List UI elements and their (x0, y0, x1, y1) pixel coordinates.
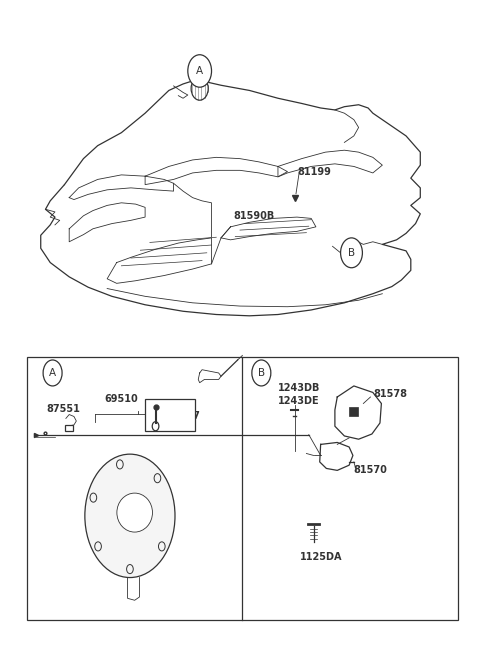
Bar (145, 399, 195, 432)
Text: 81578: 81578 (374, 389, 408, 399)
Circle shape (43, 360, 62, 386)
Text: 81570: 81570 (354, 466, 388, 476)
Text: 1125DA: 1125DA (300, 552, 343, 562)
Text: 1243DE: 1243DE (278, 396, 320, 406)
Circle shape (341, 238, 362, 268)
Text: 87551: 87551 (47, 404, 80, 415)
Circle shape (85, 454, 175, 578)
Bar (26, 357, 458, 620)
Text: 81199: 81199 (297, 166, 331, 177)
Text: A: A (196, 66, 203, 76)
Text: 81507: 81507 (167, 411, 200, 421)
Text: B: B (258, 368, 265, 378)
Text: 81590B: 81590B (233, 211, 274, 221)
Circle shape (188, 55, 212, 87)
Text: B: B (348, 248, 355, 258)
Ellipse shape (117, 493, 153, 532)
Bar (65, 425, 72, 432)
Text: A: A (49, 368, 56, 378)
Text: 69510: 69510 (105, 394, 139, 404)
Text: 1243DB: 1243DB (278, 383, 320, 393)
Bar (349, 407, 358, 417)
Circle shape (252, 360, 271, 386)
